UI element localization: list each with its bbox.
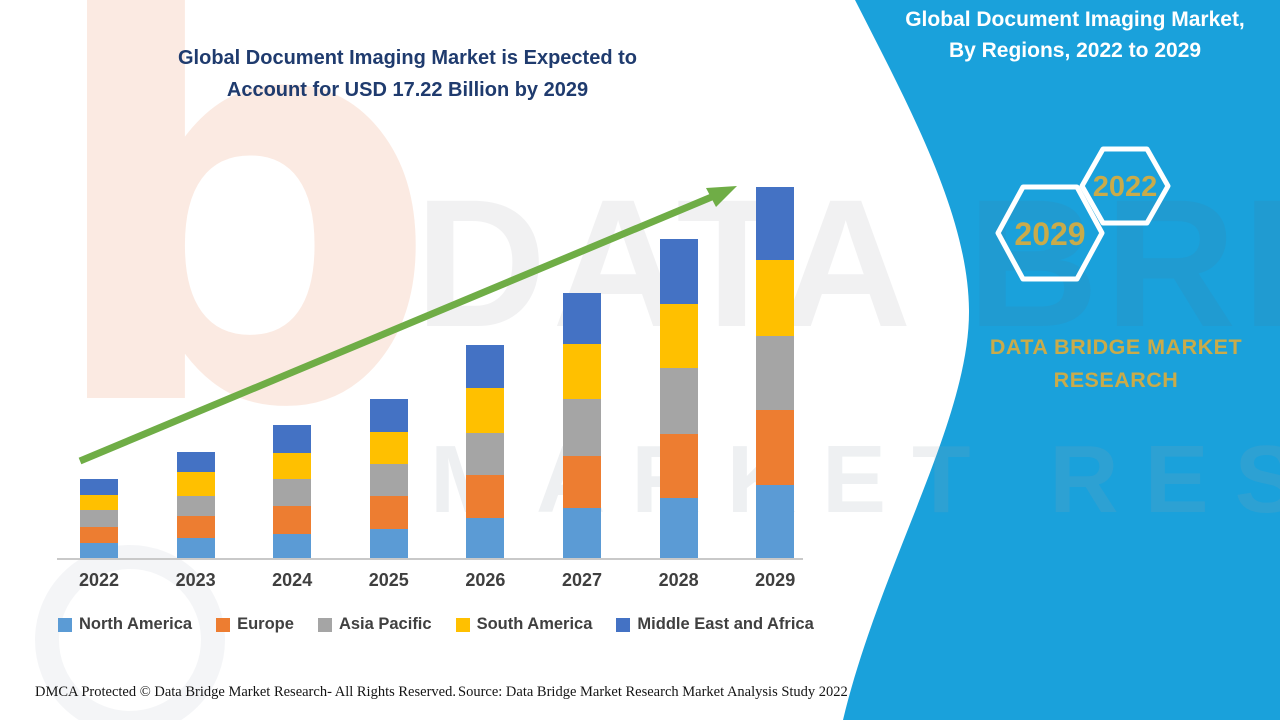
bar-segment-2029-south-america (756, 259, 795, 336)
bar-segment-2027-europe (563, 455, 601, 508)
legend: North America Europe Asia Pacific South Ame… (58, 615, 828, 634)
legend-swatch-icon (616, 617, 631, 632)
x-axis-label-2025: 2025 (368, 570, 409, 590)
bar-segment-2022-middle-east-and-africa (80, 479, 118, 496)
hexagon-2022-badge (1079, 146, 1171, 226)
bar-segment-2023-asia-pacific (176, 495, 215, 516)
bar-segment-2029-europe (756, 409, 795, 485)
bar-segment-2022-north-america (80, 543, 118, 559)
dmca-notice: DMCA Protected © Data Bridge Market Rese… (35, 684, 456, 700)
hexagon-2029-label: 2029 (1014, 216, 1085, 252)
bar-segment-2025-europe (369, 495, 408, 529)
bar-segment-2022-asia-pacific (80, 509, 118, 528)
hexagon-2029-badge (995, 184, 1105, 282)
legend-item-europe: Europe (216, 615, 294, 634)
legend-label: North America (79, 615, 193, 633)
bar-segment-2025-asia-pacific (369, 463, 408, 496)
x-axis-label-2027: 2027 (561, 570, 603, 590)
x-axis-label-2029: 2029 (755, 570, 796, 590)
x-axis-label-2024: 2024 (272, 570, 313, 590)
legend-item-south-america: South America (455, 615, 593, 634)
legend-item-north-america: North America (58, 615, 192, 634)
panel-title-line1: Global Document Imaging Market, (905, 8, 1245, 31)
bar-segment-2024-europe (273, 505, 312, 534)
legend-item-asia-pacific: Asia Pacific (317, 615, 432, 634)
legend-swatch-icon (317, 617, 332, 632)
legend-label: Europe (237, 615, 294, 633)
brand-name: DATA BRIDGE MARKET RESEARCH (955, 331, 1277, 397)
bar-segment-2028-north-america (659, 498, 698, 559)
bar-segment-2026-north-america (466, 517, 505, 559)
chart-title-line2: Account for USD 17.22 Billion by 2029 (226, 79, 589, 101)
bar-segment-2024-north-america (273, 533, 312, 559)
teal-panel-shape (843, 0, 1280, 720)
source-note: Source: Data Bridge Market Research Mark… (458, 684, 848, 700)
x-axis-label-2026: 2026 (465, 570, 506, 590)
legend-swatch-icon (216, 617, 231, 632)
bar-segment-2025-north-america (369, 528, 408, 559)
panel-title: Global Document Imaging Market, By Regio… (865, 4, 1280, 66)
bar-segment-2029-middle-east-and-africa (756, 187, 795, 260)
chart-title-line1: Global Document Imaging Market is Expect… (178, 47, 637, 69)
x-axis-label-2028: 2028 (658, 570, 699, 590)
x-axis-label-2023: 2023 (175, 570, 216, 590)
legend-label: South America (476, 615, 593, 633)
x-axis-label-2022: 2022 (78, 570, 120, 590)
bar-segment-2029-asia-pacific (756, 335, 795, 410)
panel-title-line2: By Regions, 2022 to 2029 (948, 39, 1202, 62)
bar-segment-2024-asia-pacific (273, 478, 312, 506)
bar-segment-2023-north-america (176, 538, 215, 559)
bar-segment-2026-europe (466, 474, 505, 518)
bar-segment-2029-north-america (756, 484, 795, 559)
brand-name-line1: DATA BRIDGE MARKET (989, 335, 1243, 359)
legend-swatch-icon (455, 617, 470, 632)
brand-name-line2: RESEARCH (1053, 368, 1179, 392)
legend-item-middle-east-and-africa: Middle East and Africa (616, 615, 814, 634)
x-axis-line (57, 558, 803, 560)
hexagon-2022-label: 2022 (1093, 171, 1158, 203)
bar-segment-2023-south-america (176, 471, 215, 496)
legend-label: Middle East and Africa (637, 615, 814, 633)
bar-segment-2027-north-america (563, 508, 601, 559)
bar-segment-2022-europe (80, 527, 118, 543)
legend-swatch-icon (58, 617, 72, 632)
bar-segment-2022-south-america (80, 495, 118, 510)
bar-segment-2023-europe (176, 516, 215, 539)
legend-label: Asia Pacific (338, 615, 432, 633)
chart-title: Global Document Imaging Market is Expect… (85, 42, 730, 106)
